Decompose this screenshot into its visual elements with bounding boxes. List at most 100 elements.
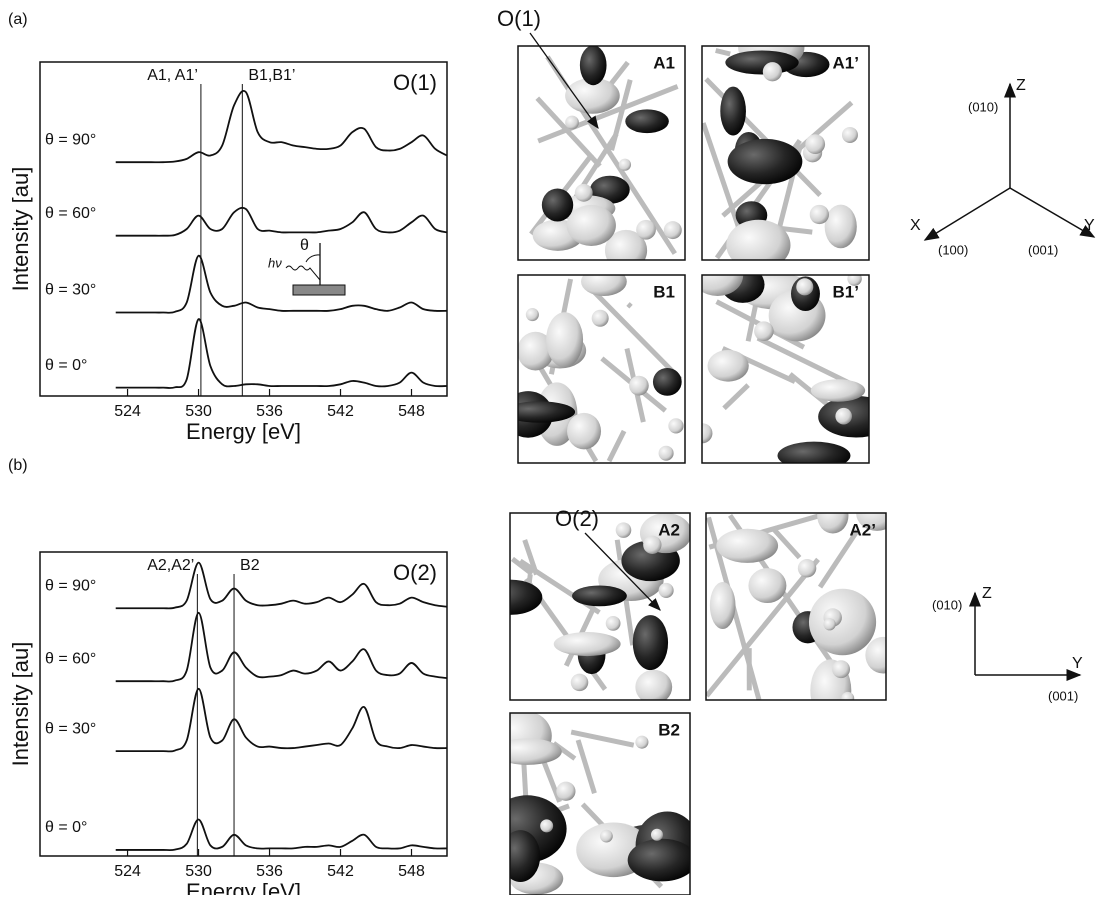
y-axis-label: Intensity [au] — [8, 642, 33, 767]
plot-frame — [40, 62, 447, 396]
chart-title: O(1) — [393, 70, 437, 95]
axis-direction: (001) — [1048, 688, 1078, 703]
atom — [664, 221, 682, 239]
lobe-dark — [572, 585, 627, 606]
atom — [810, 205, 829, 224]
x-tick-label: 530 — [185, 403, 212, 420]
lobe-dark — [728, 139, 803, 184]
atom — [565, 116, 579, 130]
y-arrow — [1010, 188, 1094, 237]
axis-name: Y — [1084, 217, 1095, 234]
lobe-light — [817, 498, 848, 534]
spectrum-line — [116, 208, 447, 236]
photon-label: hν — [268, 255, 282, 270]
x-axis-label: Energy [eV] — [186, 879, 301, 895]
atom — [796, 278, 813, 295]
atom — [668, 418, 683, 433]
axes-diagram — [975, 593, 1080, 675]
bond — [716, 50, 731, 54]
lobe-light — [554, 632, 621, 656]
lobe-light — [567, 205, 616, 246]
series-label: θ = 0° — [45, 819, 87, 836]
spectrum-line — [116, 319, 447, 388]
series-label: θ = 30° — [45, 282, 96, 299]
axis-direction: (001) — [1028, 242, 1058, 257]
lobe-light — [716, 529, 778, 563]
axes-diagram — [925, 84, 1094, 240]
series-label: θ = 60° — [45, 650, 96, 667]
peak-label: A1, A1’ — [147, 67, 198, 84]
atom — [592, 310, 609, 327]
spectrum-line — [116, 91, 447, 162]
atom — [659, 583, 674, 598]
series-label: θ = 90° — [45, 131, 96, 148]
atom — [600, 830, 613, 843]
x-tick-label: 536 — [256, 863, 283, 880]
lobe-dark — [633, 615, 668, 670]
lobe-dark — [778, 442, 851, 470]
axis-name: Y — [1072, 655, 1083, 672]
bond — [628, 304, 631, 307]
atom — [619, 159, 631, 171]
angle-arc — [306, 255, 320, 262]
x-tick-label: 542 — [327, 403, 354, 420]
lobe-dark — [503, 401, 575, 422]
axis-name: Z — [982, 585, 992, 602]
atom — [842, 127, 858, 143]
atom — [635, 736, 648, 749]
atom — [651, 829, 663, 841]
lobe-light — [865, 637, 901, 674]
atom — [841, 692, 854, 705]
orbital-image — [692, 254, 894, 470]
orbital-label: A2’ — [850, 520, 876, 539]
lobe-dark — [628, 839, 697, 882]
atom — [575, 184, 593, 202]
axis-direction: (010) — [932, 597, 962, 612]
series-label: θ = 0° — [45, 357, 87, 374]
x-axis-label: Energy [eV] — [186, 419, 301, 444]
spectrum-line — [116, 613, 447, 682]
orbital-label: A1 — [653, 53, 675, 72]
x-tick-label: 524 — [114, 863, 141, 880]
atom — [606, 616, 621, 631]
lobe-light — [493, 738, 562, 764]
lobe-dark — [580, 45, 607, 85]
x-tick-label: 524 — [114, 403, 141, 420]
x-tick-label: 536 — [256, 403, 283, 420]
photon-wave — [286, 266, 320, 280]
atom — [636, 220, 656, 240]
atom — [616, 522, 632, 538]
sample-plate — [293, 285, 345, 295]
orbital-label: A1’ — [833, 53, 859, 72]
orbital-label: B2 — [658, 720, 680, 739]
axis-name: Z — [1016, 77, 1026, 94]
orbital-image — [518, 45, 685, 271]
lobe-light — [710, 582, 736, 629]
site-label: O(2) — [555, 506, 599, 531]
x-tick-label: 542 — [327, 863, 354, 880]
lobe-dark — [653, 368, 682, 396]
x-arrow — [925, 188, 1010, 240]
lobe-light — [635, 670, 672, 704]
orbital-label: B1 — [653, 282, 675, 301]
lobe-light — [707, 350, 748, 382]
lobe-dark — [720, 87, 746, 136]
spectrum-line — [116, 689, 447, 752]
lobe-light — [581, 267, 627, 296]
lobe-light — [811, 379, 865, 402]
spectrum-line — [116, 820, 447, 851]
series-label: θ = 30° — [45, 720, 96, 737]
lobe-light — [825, 205, 857, 249]
angle-label: θ — [300, 237, 309, 254]
axis-direction: (100) — [938, 242, 968, 257]
orbital-label: B1’ — [833, 282, 859, 301]
lobe-dark — [542, 189, 573, 222]
atom — [798, 559, 816, 577]
orbital-label: A2 — [658, 520, 680, 539]
atom — [823, 618, 835, 630]
atom — [832, 660, 850, 678]
x-tick-label: 548 — [398, 863, 425, 880]
x-tick-label: 530 — [185, 863, 212, 880]
peak-label: B1,B1’ — [248, 67, 295, 84]
